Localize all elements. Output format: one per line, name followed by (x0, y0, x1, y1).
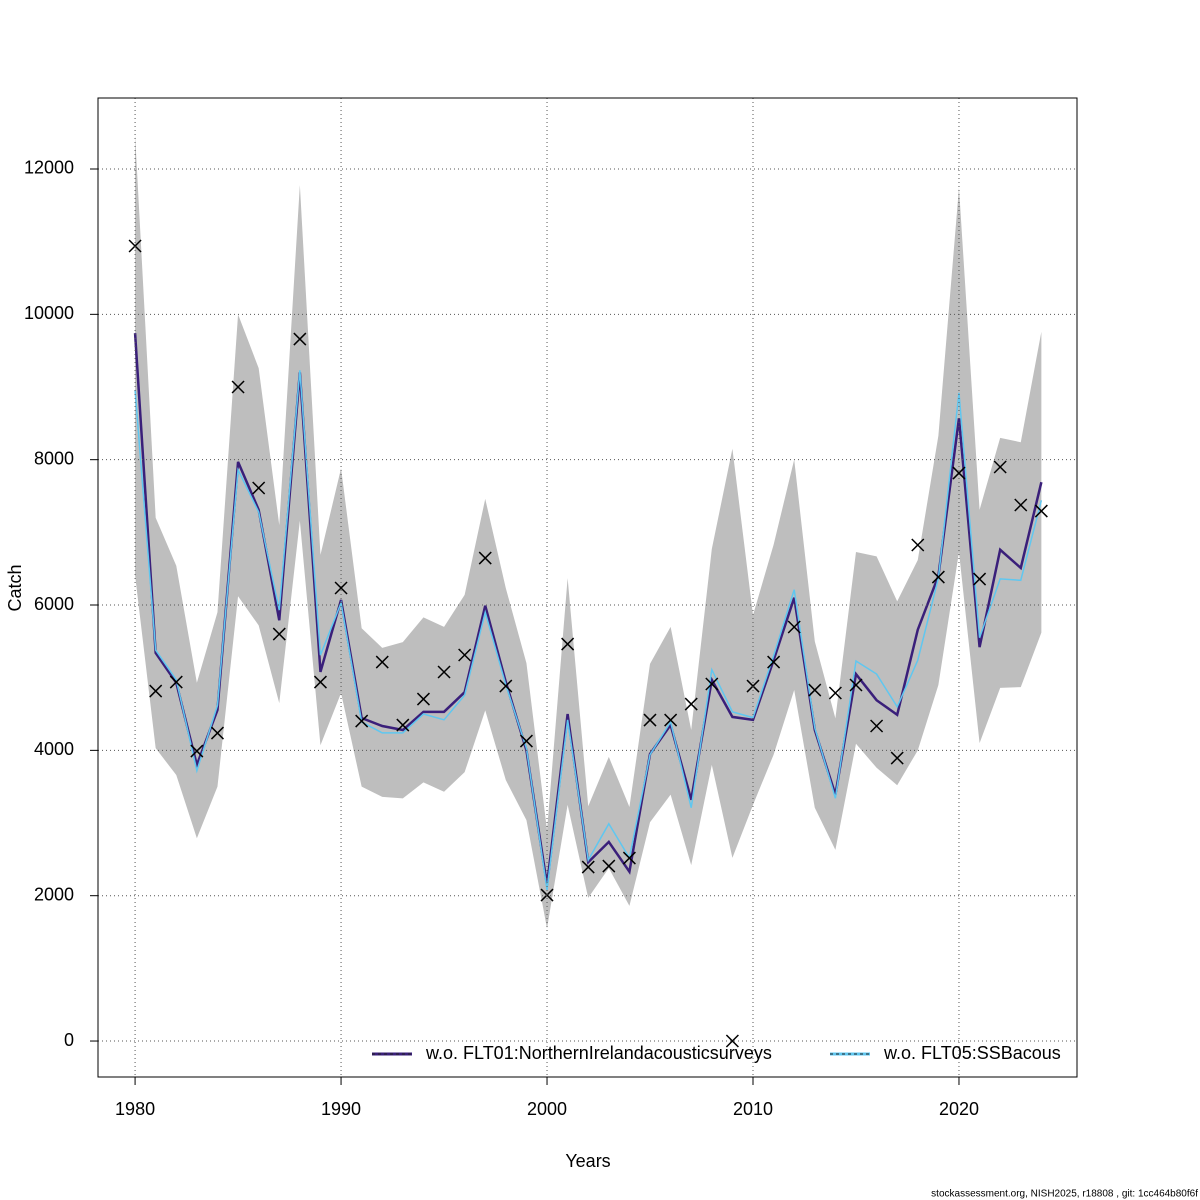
x-axis-label: Years (565, 1151, 610, 1171)
plot-frame (97, 97, 1078, 1078)
observed-point (911, 538, 925, 552)
observed-point (973, 572, 987, 586)
y-tick-label: 2000 (34, 884, 74, 904)
observed-point (293, 332, 307, 346)
observed-point (416, 692, 430, 706)
observed-point (499, 679, 513, 693)
confidence-band (135, 134, 1042, 929)
observed-point (149, 684, 163, 698)
observed-point (252, 481, 266, 495)
y-tick-label: 0 (64, 1030, 74, 1050)
observed-point (334, 581, 348, 595)
observed-point (313, 675, 327, 689)
observed-point (684, 697, 698, 711)
y-tick-label: 8000 (34, 448, 74, 468)
observed-point (952, 466, 966, 480)
observed-point (870, 719, 884, 733)
observed-point (375, 655, 389, 669)
series-line (134, 370, 1043, 890)
observed-point (890, 751, 904, 765)
observed-point (1014, 498, 1028, 512)
observed-point (828, 686, 842, 700)
observed-point (622, 851, 636, 865)
observed-point (231, 380, 245, 394)
observed-point (602, 859, 616, 873)
observed-point (705, 677, 719, 691)
legend-label: w.o. FLT05:SSBacous (883, 1043, 1061, 1063)
observed-point (849, 678, 863, 692)
observed-point (272, 627, 286, 641)
observed-point (561, 637, 575, 651)
observed-point (190, 744, 204, 758)
x-tick-label: 1990 (321, 1099, 361, 1119)
y-tick-label: 4000 (34, 739, 74, 759)
observed-point (787, 620, 801, 634)
x-tick-label: 2020 (939, 1099, 979, 1119)
observed-point (519, 734, 533, 748)
observed-point (931, 570, 945, 584)
observed-point (169, 675, 183, 689)
observed-point (210, 726, 224, 740)
x-tick-label: 2000 (527, 1099, 567, 1119)
footer: stockassessment.org, NISH2025, r18808 , … (931, 1189, 1198, 1200)
observed-point (993, 460, 1007, 474)
y-tick-label: 12000 (24, 158, 74, 178)
observed-point (437, 665, 451, 679)
observed-point (664, 713, 678, 727)
observed-point (767, 655, 781, 669)
observed-point (643, 713, 657, 727)
observed-point (808, 683, 822, 697)
observed-point (540, 888, 554, 902)
observed-point (1034, 504, 1048, 518)
observed-point (458, 648, 472, 662)
x-tick-label: 2010 (733, 1099, 773, 1119)
y-axis-label: Catch (5, 564, 25, 611)
y-tick-label: 10000 (24, 303, 74, 323)
observed-point (581, 860, 595, 874)
observed-point (396, 718, 410, 732)
observed-point (725, 1034, 739, 1048)
x-tick-label: 1980 (115, 1099, 155, 1119)
legend-label: w.o. FLT01:NorthernIrelandacousticsurvey… (425, 1043, 772, 1063)
y-tick-label: 6000 (34, 594, 74, 614)
plot-area: w.o. FLT01:NorthernIrelandacousticsurvey… (128, 134, 1061, 1063)
observed-point (355, 714, 369, 728)
observed-point (478, 551, 492, 565)
